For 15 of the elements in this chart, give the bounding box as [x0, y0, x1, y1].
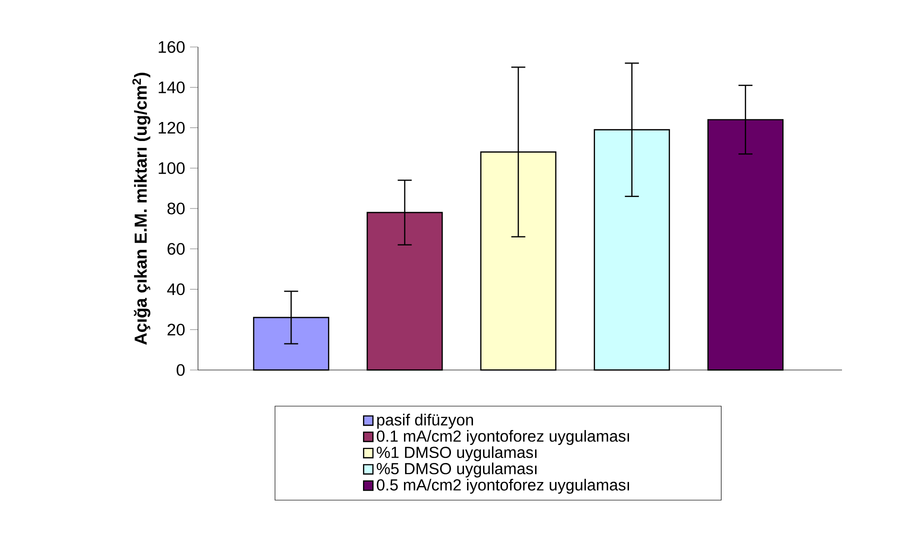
y-tick-label: 0	[176, 364, 185, 376]
y-tick-label: 60	[168, 242, 185, 255]
y-tick-label: 80	[167, 202, 185, 214]
y-tick-label: 160	[158, 41, 185, 53]
y-tick-label: 100	[158, 162, 185, 174]
legend-label: %5 DMSO uygulaması	[376, 462, 536, 478]
legend-label: %1 DMSO uygulaması	[376, 446, 536, 462]
legend-label: 0.1 mA/cm2 iyontoforez uygulaması	[376, 430, 629, 445]
y-tick-label: 120	[158, 122, 185, 134]
legend-label: pasif difüzyon	[377, 414, 473, 429]
y-axis-title: Açığa çıkan E.M. miktarı (ug/cm$^{2}$)	[132, 72, 150, 345]
y-tick-label: 140	[158, 81, 185, 94]
y-tick-label: 40	[167, 283, 185, 296]
y-tick-label: 20	[168, 324, 185, 336]
legend-label: 0.5 mA/cm2 iyontoforez uygulaması	[376, 478, 629, 494]
